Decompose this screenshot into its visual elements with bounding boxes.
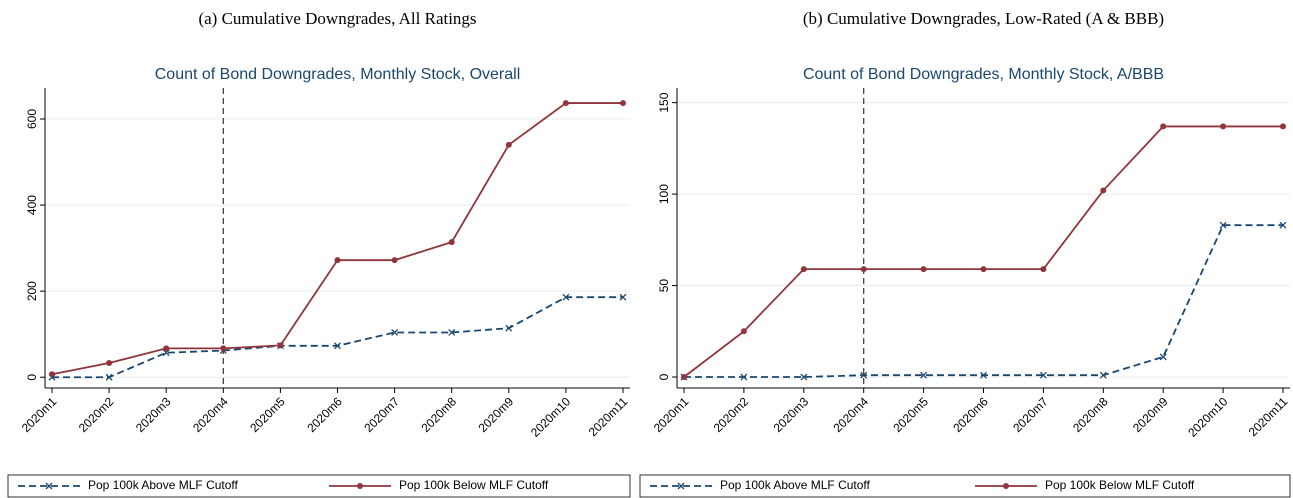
y-tick-label: 0 [25, 374, 39, 381]
x-tick-label: 2020m8 [1070, 394, 1111, 435]
x-tick-label: 2020m10 [1185, 394, 1231, 440]
series-line [52, 296, 623, 379]
point [980, 266, 987, 273]
point [163, 345, 170, 352]
x-tick-label: 2020m10 [528, 394, 574, 440]
point [920, 371, 928, 379]
legend-marker [1003, 483, 1009, 489]
x-tick-label: 2020m9 [1130, 394, 1171, 435]
point [620, 100, 626, 107]
legend-label: Pop 100k Above MLF Cutoff [720, 478, 871, 492]
y-tick-label: 0 [657, 373, 671, 380]
point [681, 374, 687, 381]
point [1219, 221, 1227, 229]
x-tick-label: 2020m4 [830, 394, 871, 435]
point [1280, 123, 1286, 130]
point [740, 328, 747, 335]
legend-label: Pop 100k Below MLF Cutoff [399, 478, 549, 492]
x-tick-label: 2020m11 [1246, 394, 1291, 439]
legend-marker [45, 482, 53, 490]
point [1039, 371, 1047, 379]
point [505, 141, 512, 148]
x-tick-label: 2020m5 [890, 394, 931, 435]
legend-label: Pop 100k Above MLF Cutoff [88, 478, 239, 492]
x-tick-label: 2020m6 [950, 394, 991, 435]
x-tick-label: 2020m2 [76, 394, 117, 435]
point [162, 349, 170, 357]
x-tick-label: 2020m5 [247, 394, 288, 435]
y-tick-label: 100 [657, 184, 671, 204]
point [105, 373, 113, 381]
point [448, 239, 455, 246]
x-tick-label: 2020m7 [1010, 394, 1051, 435]
point [980, 371, 987, 379]
legend-marker [357, 483, 363, 489]
chart-title: Count of Bond Downgrades, Monthly Stock,… [803, 66, 1164, 83]
point [1220, 123, 1227, 130]
legend-box [639, 474, 1291, 498]
y-tick-label: 200 [25, 281, 39, 301]
x-tick-label: 2020m6 [304, 394, 345, 435]
point [740, 373, 748, 381]
point [391, 257, 398, 264]
caption: (b) Cumulative Downgrades, Low-Rated (A … [803, 9, 1164, 28]
point [860, 371, 868, 379]
caption: (a) Cumulative Downgrades, All Ratings [198, 9, 476, 28]
point [334, 342, 341, 350]
chart-title: Count of Bond Downgrades, Monthly Stock,… [155, 66, 521, 83]
point [106, 360, 113, 367]
point [1100, 187, 1107, 194]
legend-label: Pop 100k Below MLF Cutoff [1045, 478, 1195, 492]
point [619, 293, 627, 301]
point [220, 345, 227, 352]
x-tick-label: 2020m3 [771, 394, 812, 435]
y-tick-label: 50 [657, 279, 671, 293]
y-tick-label: 150 [657, 92, 671, 112]
point [1159, 353, 1167, 361]
point [448, 329, 456, 336]
point [277, 342, 284, 349]
legend-box [7, 474, 631, 498]
point [1099, 371, 1107, 379]
point [562, 100, 569, 107]
point [505, 324, 513, 332]
point [1040, 266, 1047, 273]
point [334, 257, 341, 264]
point [860, 266, 867, 273]
series-line [51, 102, 623, 376]
point [49, 371, 55, 378]
x-tick-label: 2020m7 [361, 394, 402, 435]
series-line [683, 125, 1283, 378]
x-tick-label: 2020m1 [19, 394, 60, 435]
y-tick-label: 600 [25, 109, 39, 129]
point [920, 266, 927, 273]
point [1279, 221, 1287, 229]
y-tick-label: 400 [25, 195, 39, 215]
x-tick-label: 2020m1 [651, 394, 692, 435]
point [562, 293, 570, 301]
x-tick-label: 2020m2 [711, 394, 752, 435]
x-tick-label: 2020m4 [190, 394, 231, 435]
point [800, 373, 808, 381]
point [1160, 123, 1167, 130]
x-tick-label: 2020m3 [133, 394, 174, 435]
x-tick-label: 2020m11 [586, 394, 631, 439]
x-tick-label: 2020m8 [418, 394, 459, 435]
point [800, 266, 807, 273]
x-tick-label: 2020m9 [476, 394, 517, 435]
legend-marker [677, 482, 685, 490]
point [391, 329, 399, 336]
